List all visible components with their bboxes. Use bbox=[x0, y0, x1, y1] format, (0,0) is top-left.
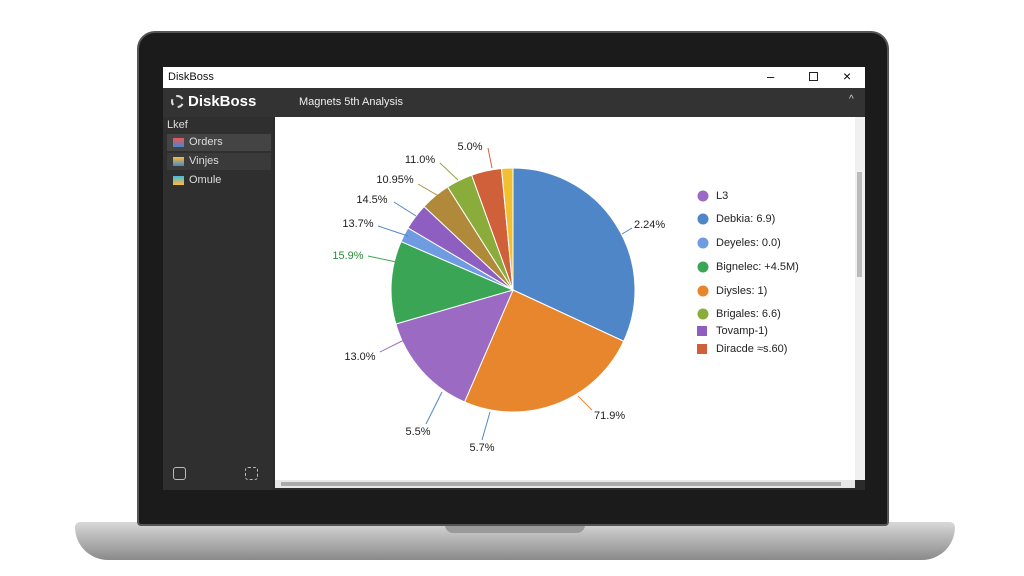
minimize-button[interactable]: – bbox=[767, 69, 775, 84]
toolbar: DiskBoss Magnets 5th Analysis ^ bbox=[163, 88, 865, 117]
tab[interactable]: Magnets 5th Analysis bbox=[299, 96, 403, 108]
window-title: DiskBoss bbox=[168, 71, 214, 83]
sidebar-item[interactable]: Omule bbox=[167, 172, 271, 189]
sidebar-icon[interactable] bbox=[173, 467, 186, 480]
main-panel bbox=[275, 117, 855, 480]
laptop-notch bbox=[445, 525, 585, 533]
title-bar: DiskBoss – × bbox=[163, 67, 865, 88]
item-label: Vinjes bbox=[189, 155, 219, 167]
item-label: Orders bbox=[189, 136, 223, 148]
scroll-thumb[interactable] bbox=[281, 482, 841, 486]
sidebar: Lkef Orders Vinjes Omule bbox=[163, 117, 273, 490]
item-label: Omule bbox=[189, 174, 222, 186]
collapse-button[interactable]: ^ bbox=[849, 94, 854, 105]
screen: DiskBoss – × DiskBoss Magnets 5th Analys… bbox=[163, 67, 865, 490]
sidebar-icon[interactable] bbox=[245, 467, 258, 480]
app-logo bbox=[171, 95, 184, 108]
sidebar-header: Lkef bbox=[167, 119, 188, 131]
app-name: DiskBoss bbox=[188, 93, 257, 110]
close-button[interactable]: × bbox=[843, 68, 852, 84]
v-scrollbar[interactable] bbox=[855, 117, 865, 480]
sidebar-item[interactable]: Orders bbox=[167, 134, 271, 151]
sidebar-item[interactable]: Vinjes bbox=[167, 153, 271, 170]
maximize-button[interactable] bbox=[809, 72, 818, 81]
h-scrollbar[interactable] bbox=[275, 480, 855, 488]
scroll-thumb[interactable] bbox=[857, 172, 862, 277]
